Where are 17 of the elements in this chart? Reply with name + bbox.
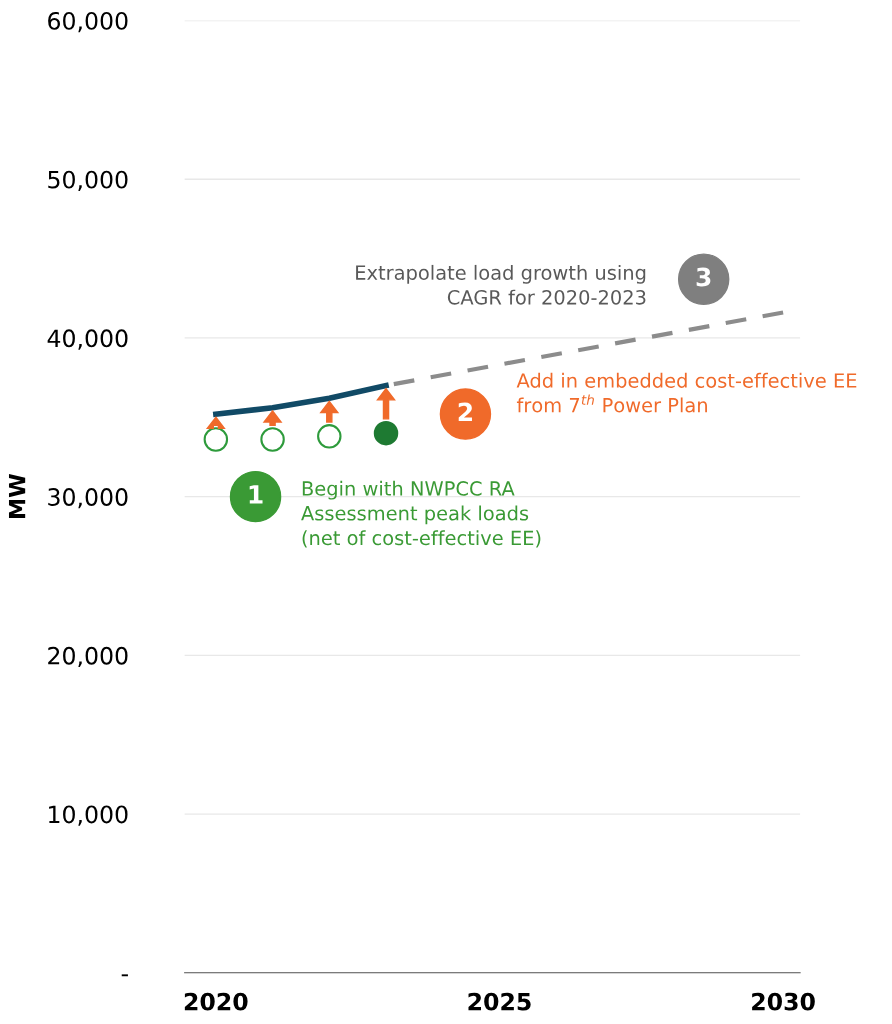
annotation: 1 bbox=[249, 485, 263, 504]
y-tick-label: 60,000 bbox=[48, 11, 128, 33]
x-tick-label: 2020 bbox=[184, 992, 248, 1011]
y-tick-label: 10,000 bbox=[49, 805, 128, 826]
annotation: Extrapolate load growth using CAGR for 2020-2023 bbox=[356, 264, 646, 305]
y-tick-label: 50,000 bbox=[48, 170, 128, 191]
y-tick-label: - bbox=[121, 974, 128, 977]
x-tick-label: 2025 bbox=[468, 992, 531, 1011]
annotation: 2 bbox=[458, 402, 472, 421]
annotation: Add in embedded cost-effective EE from 7$^{th}$ Power Plan bbox=[516, 372, 857, 413]
y-axis-title: MW bbox=[8, 474, 26, 518]
y-tick-label: 20,000 bbox=[48, 646, 128, 668]
annotation: 3 bbox=[696, 267, 711, 287]
y-tick-label: 30,000 bbox=[48, 488, 128, 509]
annotation: Begin with NWPCC RA Assessment peak loads (net of cost-effective EE) bbox=[301, 480, 541, 548]
y-tick-label: 40,000 bbox=[47, 329, 128, 350]
x-tick-label: 2030 bbox=[752, 992, 815, 1011]
